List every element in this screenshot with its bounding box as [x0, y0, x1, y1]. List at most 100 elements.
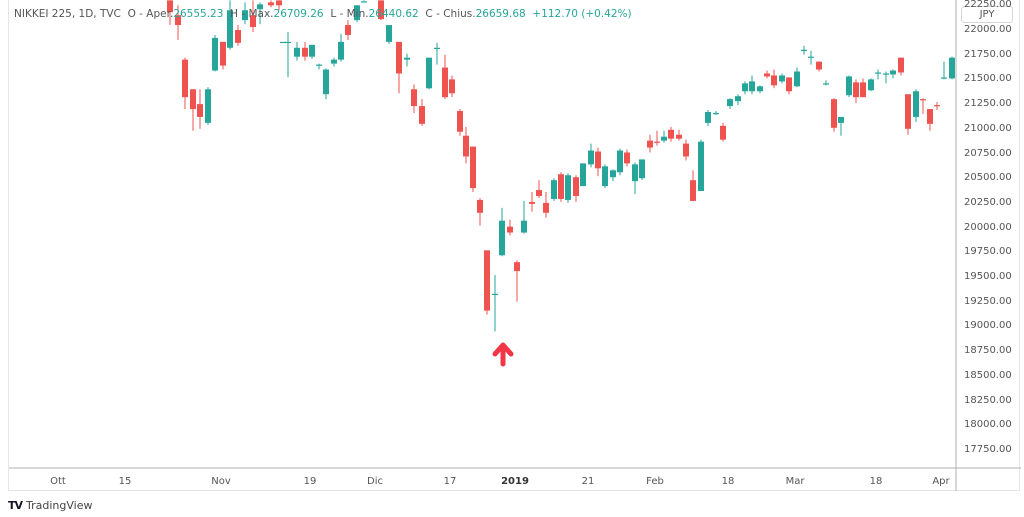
candle[interactable] — [905, 94, 911, 135]
candle[interactable] — [175, 5, 181, 40]
candle[interactable] — [920, 98, 926, 114]
candle[interactable] — [742, 81, 748, 95]
candle[interactable] — [860, 78, 866, 98]
candle[interactable] — [442, 54, 448, 100]
candle[interactable] — [883, 71, 889, 84]
currency-badge[interactable]: JPY — [961, 6, 1013, 23]
candle[interactable] — [323, 68, 329, 100]
candle[interactable] — [661, 130, 667, 143]
candle[interactable] — [639, 159, 645, 181]
candle[interactable] — [411, 84, 417, 113]
candle[interactable] — [543, 192, 549, 218]
candle[interactable] — [378, 0, 384, 21]
candle[interactable] — [735, 94, 741, 106]
candle[interactable] — [786, 77, 792, 95]
candle[interactable] — [868, 78, 874, 92]
candle[interactable] — [220, 41, 226, 70]
candle[interactable] — [419, 99, 425, 126]
candle[interactable] — [242, 2, 248, 25]
candle[interactable] — [654, 130, 660, 146]
candle[interactable] — [771, 69, 777, 89]
candle[interactable] — [302, 41, 308, 61]
candle[interactable] — [794, 67, 800, 88]
candle[interactable] — [831, 98, 837, 132]
candle[interactable] — [499, 207, 505, 257]
candle[interactable] — [934, 102, 940, 111]
candle[interactable] — [492, 275, 498, 332]
candle[interactable] — [285, 31, 291, 78]
candle[interactable] — [580, 163, 586, 187]
candle[interactable] — [720, 122, 726, 142]
candle[interactable] — [698, 139, 704, 192]
candle[interactable] — [898, 57, 904, 76]
candle[interactable] — [551, 178, 557, 201]
candle[interactable] — [764, 70, 770, 79]
candle[interactable] — [250, 0, 256, 32]
candle[interactable] — [182, 57, 188, 110]
candle[interactable] — [558, 172, 564, 202]
candle[interactable] — [823, 80, 829, 86]
candle[interactable] — [668, 126, 674, 142]
candle[interactable] — [276, 0, 282, 11]
candle[interactable] — [280, 41, 286, 44]
candle[interactable] — [949, 56, 955, 80]
candle[interactable] — [713, 111, 719, 115]
candle[interactable] — [749, 75, 755, 95]
candle[interactable] — [521, 200, 527, 234]
candle[interactable] — [477, 197, 483, 226]
candle[interactable] — [647, 134, 653, 153]
candle[interactable] — [683, 139, 689, 161]
candle[interactable] — [396, 41, 402, 94]
candle[interactable] — [838, 116, 844, 136]
candle[interactable] — [514, 260, 520, 302]
candle[interactable] — [316, 63, 322, 70]
candle[interactable] — [757, 85, 763, 94]
candle[interactable] — [846, 75, 852, 98]
candle[interactable] — [676, 129, 682, 141]
candle[interactable] — [235, 25, 241, 46]
candle[interactable] — [624, 149, 630, 167]
candle[interactable] — [268, 0, 274, 8]
candle[interactable] — [507, 219, 513, 236]
candle[interactable] — [434, 42, 440, 65]
candlestick-plot[interactable] — [9, 0, 1021, 491]
candle[interactable] — [632, 162, 638, 195]
candle[interactable] — [853, 79, 859, 104]
candle[interactable] — [212, 34, 218, 72]
candle[interactable] — [470, 146, 476, 193]
candle[interactable] — [610, 169, 616, 182]
candle[interactable] — [167, 0, 173, 26]
candle[interactable] — [602, 164, 608, 189]
candle[interactable] — [875, 69, 881, 80]
candle[interactable] — [573, 175, 579, 202]
candle[interactable] — [779, 73, 785, 84]
candle[interactable] — [426, 57, 432, 90]
candle[interactable] — [309, 44, 315, 59]
candle[interactable] — [595, 147, 601, 177]
candle[interactable] — [705, 110, 711, 126]
candle[interactable] — [361, 0, 367, 3]
candle[interactable] — [345, 20, 351, 40]
candle[interactable] — [404, 53, 410, 67]
candle[interactable] — [941, 61, 947, 80]
candle[interactable] — [449, 75, 455, 98]
candle[interactable] — [927, 109, 933, 131]
candle[interactable] — [354, 5, 360, 23]
candle[interactable] — [801, 45, 807, 55]
candle[interactable] — [529, 192, 535, 212]
candle[interactable] — [690, 170, 696, 201]
candle[interactable] — [484, 250, 490, 315]
candle[interactable] — [588, 143, 594, 168]
candle[interactable] — [227, 0, 233, 50]
candle[interactable] — [536, 180, 542, 198]
candle[interactable] — [808, 50, 814, 65]
candle[interactable] — [617, 148, 623, 176]
candle[interactable] — [816, 61, 822, 72]
candle[interactable] — [463, 126, 469, 164]
candle[interactable] — [727, 98, 733, 110]
symbol-label[interactable]: NIKKEI 225, 1D, TVC — [14, 8, 121, 20]
candle[interactable] — [331, 57, 337, 67]
candle[interactable] — [294, 41, 300, 61]
candle[interactable] — [257, 2, 263, 25]
candle[interactable] — [338, 33, 344, 62]
